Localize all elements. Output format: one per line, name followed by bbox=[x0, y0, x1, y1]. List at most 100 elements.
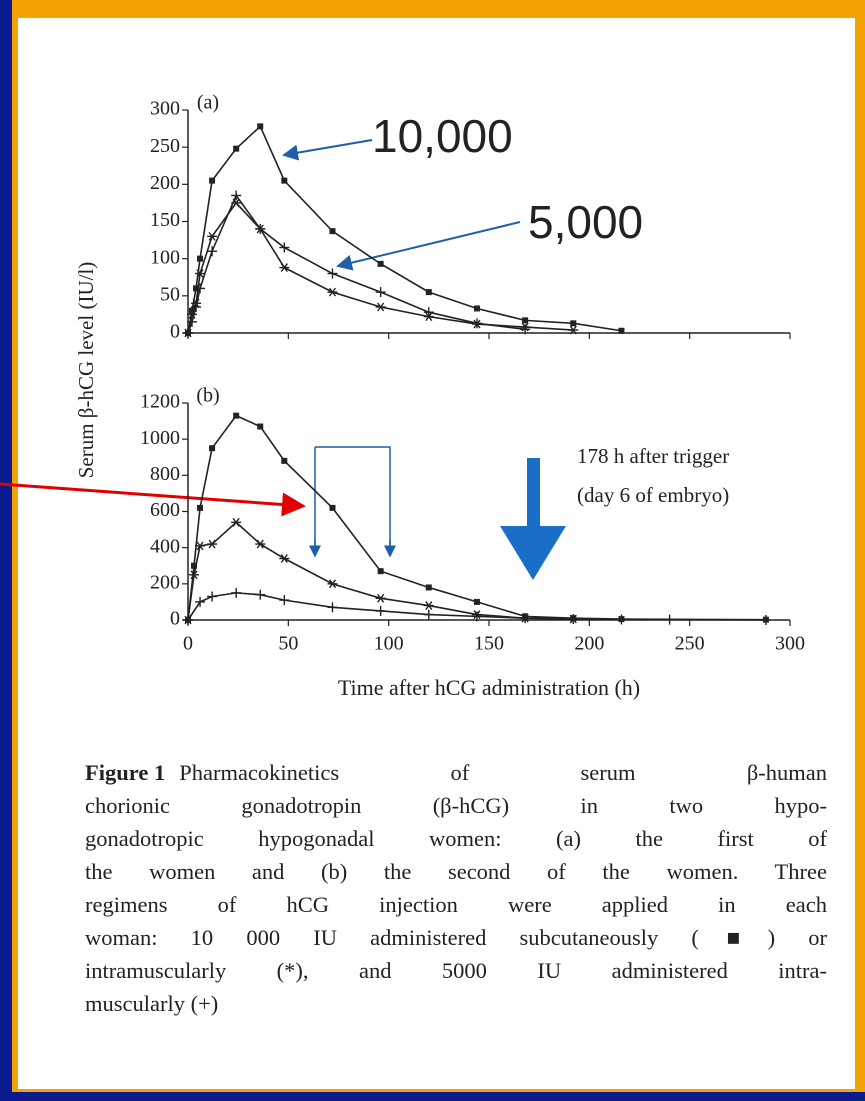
caption-text: gonadotropic hypogonadal women: (a) the … bbox=[85, 826, 827, 851]
marker bbox=[183, 615, 193, 625]
big-arrow bbox=[500, 458, 566, 580]
marker bbox=[329, 228, 336, 235]
caption-line: the women and (b) the second of the wome… bbox=[85, 855, 827, 888]
series-line bbox=[187, 201, 574, 334]
marker bbox=[327, 579, 338, 589]
bracket bbox=[314, 446, 391, 556]
caption-line: intramuscularly (*), and 5000 IU adminis… bbox=[85, 954, 827, 987]
marker-stroke bbox=[377, 302, 385, 312]
marker bbox=[279, 242, 290, 253]
marker-stroke bbox=[377, 593, 385, 603]
marker bbox=[375, 287, 386, 298]
marker bbox=[207, 591, 218, 602]
marker bbox=[520, 613, 531, 624]
marker bbox=[255, 539, 266, 549]
x-tick-label: 300 bbox=[775, 633, 805, 655]
marker bbox=[187, 316, 198, 327]
marker bbox=[233, 412, 240, 419]
y-tick-label: 400 bbox=[150, 535, 180, 557]
marker bbox=[207, 539, 218, 549]
marker bbox=[423, 601, 434, 610]
caption-text: muscularly (+) bbox=[85, 991, 219, 1016]
marker bbox=[197, 255, 204, 262]
marker bbox=[425, 584, 432, 591]
marker bbox=[279, 554, 290, 563]
marker-stroke bbox=[208, 231, 216, 241]
marker bbox=[327, 268, 338, 279]
marker-stroke bbox=[569, 325, 577, 335]
red-arrow bbox=[0, 482, 306, 517]
marker bbox=[209, 177, 216, 184]
marker bbox=[233, 145, 240, 152]
caption-text: Pharmacokinetics of serum β-human bbox=[179, 760, 827, 785]
panel-title: (a) bbox=[197, 92, 219, 114]
marker bbox=[255, 223, 266, 234]
marker bbox=[473, 305, 480, 312]
marker bbox=[209, 445, 216, 452]
marker bbox=[231, 517, 242, 527]
caption-line: Figure 1 Pharmacokinetics of serum β-huma… bbox=[85, 756, 827, 789]
x-tick-label: 200 bbox=[574, 633, 604, 655]
marker bbox=[279, 263, 290, 273]
caption-text: chorionic gonadotropin (β-hCG) in two hy… bbox=[85, 793, 827, 818]
y-tick-label: 0 bbox=[170, 608, 180, 630]
annotation: (day 6 of embryo) bbox=[577, 483, 729, 507]
marker bbox=[195, 541, 206, 551]
caption-line: gonadotropic hypogonadal women: (a) the … bbox=[85, 822, 827, 855]
marker bbox=[377, 260, 384, 267]
y-tick-label: 300 bbox=[150, 98, 180, 120]
marker bbox=[207, 231, 218, 241]
marker bbox=[257, 423, 264, 430]
marker bbox=[197, 504, 204, 511]
caption-line: chorionic gonadotropin (β-hCG) in two hy… bbox=[85, 789, 827, 822]
marker bbox=[375, 302, 386, 312]
marker-stroke bbox=[280, 554, 288, 563]
marker bbox=[329, 504, 336, 511]
marker bbox=[570, 320, 577, 327]
marker bbox=[195, 283, 206, 294]
marker bbox=[207, 246, 218, 257]
y-tick-label: 250 bbox=[150, 135, 180, 157]
marker-stroke bbox=[190, 570, 198, 580]
y-tick-label: 200 bbox=[150, 172, 180, 194]
marker-stroke bbox=[232, 517, 240, 527]
x-tick-label: 150 bbox=[474, 633, 504, 655]
marker bbox=[471, 318, 482, 329]
marker bbox=[195, 596, 206, 607]
marker bbox=[281, 177, 288, 184]
slide bbox=[18, 18, 855, 1089]
marker bbox=[618, 327, 625, 334]
arrow bbox=[336, 221, 521, 271]
marker bbox=[375, 593, 386, 603]
caption-line: woman: 10 000 IU administered subcutaneo… bbox=[85, 921, 827, 954]
marker-stroke bbox=[196, 269, 204, 278]
marker bbox=[423, 609, 434, 620]
marker bbox=[279, 595, 290, 606]
marker-stroke bbox=[196, 541, 204, 551]
y-tick-label: 1000 bbox=[140, 427, 180, 449]
y-tick-label: 100 bbox=[150, 246, 180, 268]
x-tick-label: 0 bbox=[183, 633, 193, 655]
marker-stroke bbox=[232, 198, 240, 208]
marker bbox=[231, 190, 242, 201]
marker bbox=[473, 598, 480, 605]
marker bbox=[191, 562, 198, 569]
caption: Figure 1 Pharmacokinetics of serum β-huma… bbox=[85, 756, 827, 1020]
marker-stroke bbox=[425, 601, 433, 610]
caption-label: Figure 1 bbox=[85, 760, 166, 785]
x-tick-label: 50 bbox=[278, 633, 298, 655]
marker bbox=[760, 615, 771, 625]
annotation: 10,000 bbox=[372, 110, 513, 162]
y-tick-label: 150 bbox=[150, 209, 180, 231]
marker bbox=[375, 605, 386, 616]
x-axis-label: Time after hCG administration (h) bbox=[338, 675, 640, 700]
marker bbox=[327, 287, 338, 297]
marker bbox=[568, 325, 579, 335]
annotation: 5,000 bbox=[528, 196, 643, 248]
marker bbox=[327, 602, 338, 613]
series-line bbox=[187, 193, 526, 334]
y-tick-label: 800 bbox=[150, 463, 180, 485]
x-tick-label: 250 bbox=[675, 633, 705, 655]
x-tick-label: 100 bbox=[374, 633, 404, 655]
